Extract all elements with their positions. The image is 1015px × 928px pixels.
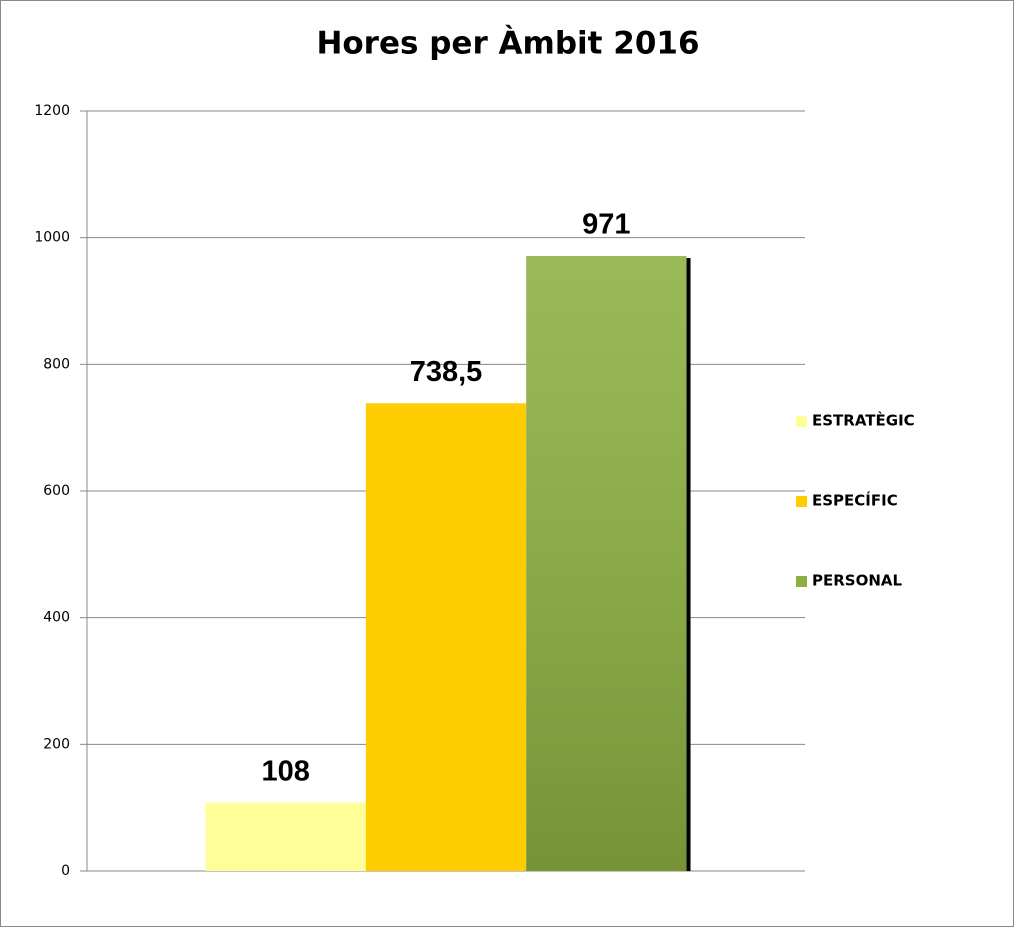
y-tick-label: 1000 — [34, 230, 70, 246]
chart-title: Hores per Àmbit 2016 — [316, 26, 699, 62]
bar — [205, 802, 366, 871]
bar — [365, 403, 527, 871]
bar-edge — [686, 258, 691, 871]
y-tick-label: 200 — [43, 736, 70, 752]
y-tick-label: 0 — [61, 863, 70, 879]
value-label: 971 — [582, 209, 630, 241]
y-tick-label: 600 — [43, 483, 70, 499]
legend-swatch — [796, 576, 807, 587]
legend-label: ESPECÍFIC — [812, 491, 898, 510]
value-label: 738,5 — [410, 356, 483, 388]
legend-swatch — [796, 496, 807, 507]
legend-label: PERSONAL — [812, 572, 903, 590]
legend-label: ESTRATÈGIC — [812, 411, 915, 430]
value-label: 108 — [261, 755, 309, 787]
y-tick-label: 400 — [43, 610, 70, 626]
y-tick-label: 800 — [43, 356, 70, 372]
bar-shade — [526, 256, 687, 871]
y-tick-label: 1200 — [34, 103, 70, 119]
legend-swatch — [796, 416, 807, 427]
